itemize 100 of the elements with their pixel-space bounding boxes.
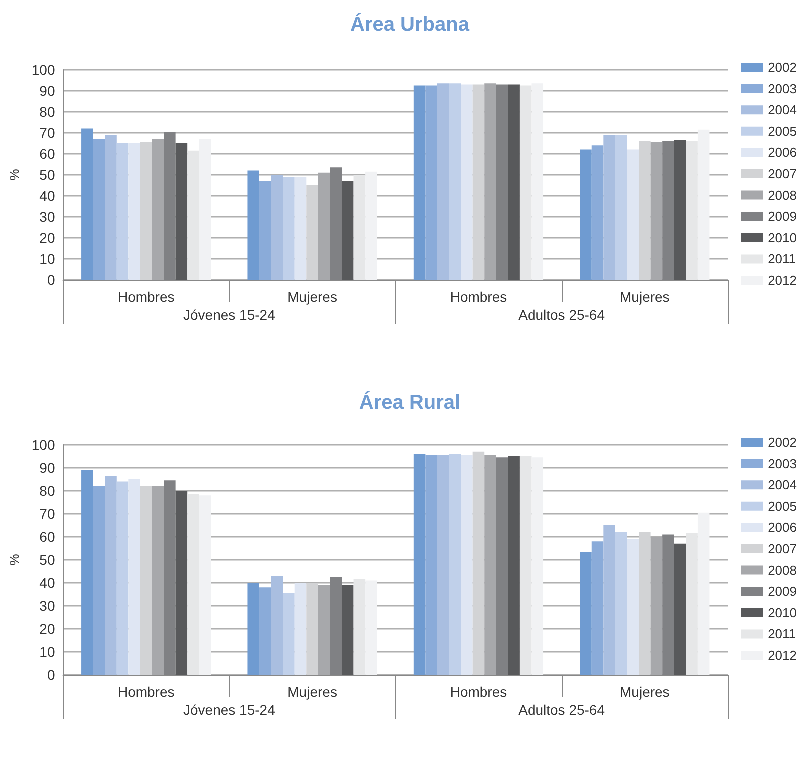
bar bbox=[283, 593, 295, 675]
y-tick-label: 90 bbox=[40, 83, 56, 99]
y-tick-label: 20 bbox=[40, 621, 56, 637]
bar bbox=[283, 177, 295, 280]
text: Jóvenes 15-24 bbox=[184, 702, 276, 718]
bar bbox=[449, 84, 462, 280]
text: Adultos 25-64 bbox=[518, 307, 606, 323]
bar bbox=[449, 454, 462, 675]
bar bbox=[627, 150, 640, 280]
bar bbox=[592, 542, 604, 675]
x-tick-label: Mujeres bbox=[288, 289, 338, 305]
bar bbox=[461, 455, 473, 675]
bar bbox=[248, 170, 260, 280]
bar bbox=[271, 175, 284, 280]
legend-label: 2010 bbox=[768, 230, 797, 246]
y-tick-label: 0 bbox=[47, 272, 56, 288]
bar bbox=[604, 526, 616, 675]
bar bbox=[248, 583, 260, 675]
bar bbox=[580, 150, 592, 280]
bar bbox=[152, 486, 164, 675]
bar bbox=[484, 84, 496, 280]
legend-label: 2007 bbox=[768, 166, 797, 182]
y-tick-label: 100 bbox=[32, 437, 56, 453]
bar bbox=[116, 144, 129, 280]
legend-label: 2004 bbox=[768, 478, 797, 493]
bar bbox=[128, 480, 140, 675]
y-tick-label: 80 bbox=[40, 483, 56, 499]
chart-title: Área Rural bbox=[359, 391, 461, 414]
bar bbox=[342, 585, 354, 675]
legend-label: 2011 bbox=[768, 252, 796, 267]
bar bbox=[414, 86, 426, 280]
legend-label: 2010 bbox=[768, 605, 797, 620]
bar bbox=[105, 476, 117, 675]
legend-label: 2006 bbox=[768, 520, 797, 536]
bar bbox=[472, 84, 485, 280]
y-tick-label: 10 bbox=[40, 251, 56, 267]
bar bbox=[260, 181, 272, 280]
bar bbox=[105, 135, 117, 280]
y-tick-label: 20 bbox=[40, 230, 56, 246]
y-tick-label: 100 bbox=[32, 62, 56, 78]
y-tick-label: 70 bbox=[40, 506, 56, 522]
bar bbox=[508, 84, 520, 280]
bar bbox=[82, 128, 94, 280]
bar bbox=[592, 146, 604, 280]
bar bbox=[674, 140, 686, 280]
legend-label: 2003 bbox=[768, 81, 797, 96]
bar bbox=[639, 532, 651, 675]
x-tick-label: Hombres bbox=[118, 289, 175, 305]
legend-label: 2011 bbox=[768, 626, 796, 642]
bar bbox=[306, 583, 318, 675]
y-tick-label: 80 bbox=[40, 104, 56, 120]
bar bbox=[176, 144, 188, 280]
y-tick-label: 70 bbox=[40, 125, 56, 141]
chart-title: Área Urbana bbox=[350, 13, 470, 36]
bar bbox=[342, 181, 354, 280]
bar bbox=[650, 142, 663, 280]
y-tick-label: 50 bbox=[40, 167, 56, 183]
legend-label: 2008 bbox=[768, 188, 797, 203]
bar bbox=[472, 452, 485, 675]
y-tick-label: 50 bbox=[40, 552, 56, 568]
y-tick-label: 40 bbox=[40, 188, 56, 204]
bar bbox=[437, 84, 450, 280]
legend-label: 2007 bbox=[768, 542, 797, 556]
y-tick-label: 40 bbox=[40, 575, 56, 591]
legend-label: 2009 bbox=[768, 209, 797, 224]
bar bbox=[437, 455, 450, 675]
bar bbox=[604, 135, 616, 280]
legend-label: 2012 bbox=[768, 273, 797, 288]
bar bbox=[414, 454, 426, 675]
bar bbox=[484, 455, 496, 675]
bar bbox=[674, 544, 686, 675]
bar bbox=[615, 532, 628, 675]
x-tick-label: Mujeres bbox=[288, 684, 338, 700]
bar bbox=[627, 539, 640, 675]
bar bbox=[82, 470, 94, 675]
bar bbox=[128, 144, 140, 280]
text: Jóvenes 15-24 bbox=[184, 307, 276, 323]
y-tick-label: 60 bbox=[40, 529, 56, 545]
bar bbox=[639, 141, 651, 280]
x-tick-label: Mujeres bbox=[620, 289, 670, 305]
text: Adultos 25-64 bbox=[518, 702, 606, 718]
y-axis-title: % bbox=[7, 168, 22, 181]
bar bbox=[426, 455, 438, 675]
legend-label: 2006 bbox=[768, 145, 797, 160]
bar bbox=[306, 186, 318, 280]
y-axis-title: % bbox=[7, 554, 22, 566]
legend-label: 2002 bbox=[768, 60, 797, 75]
bar bbox=[294, 177, 307, 280]
bar bbox=[461, 84, 473, 280]
legend-label: 2003 bbox=[768, 456, 797, 472]
bar bbox=[615, 135, 628, 280]
y-tick-label: 60 bbox=[40, 146, 56, 162]
y-tick-label: 90 bbox=[40, 460, 56, 476]
legend-label: 2004 bbox=[768, 102, 797, 118]
x-tick-label: Hombres bbox=[450, 289, 508, 305]
bar bbox=[93, 139, 106, 280]
bar bbox=[140, 486, 152, 675]
bar bbox=[271, 576, 284, 675]
bar bbox=[580, 552, 592, 675]
bar bbox=[294, 583, 307, 675]
